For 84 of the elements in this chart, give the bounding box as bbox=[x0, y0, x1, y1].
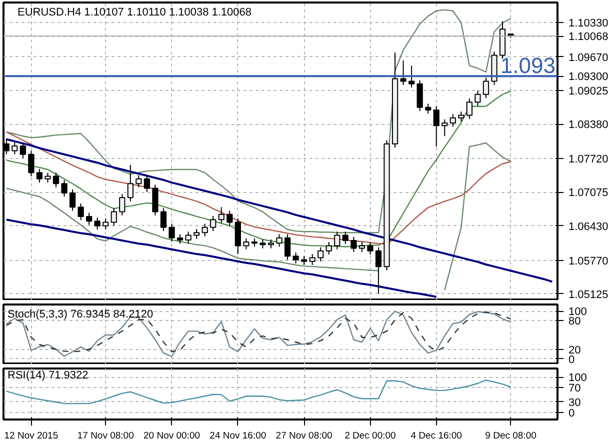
candlestick bbox=[210, 215, 216, 232]
y-tick-label: 1.05125 bbox=[568, 288, 608, 301]
chart-title: RSI(14) 71.9322 bbox=[8, 370, 88, 382]
candlestick bbox=[234, 218, 241, 255]
candlestick bbox=[416, 80, 423, 112]
candlestick bbox=[284, 234, 291, 260]
candlestick bbox=[334, 231, 340, 250]
candlestick bbox=[127, 164, 134, 202]
candlestick bbox=[326, 242, 332, 256]
candlestick bbox=[86, 212, 92, 226]
y-tick-label: 1.10068 bbox=[568, 31, 608, 44]
candlestick bbox=[466, 98, 472, 120]
candlestick bbox=[12, 142, 18, 155]
ref-line-label: 1.093 bbox=[500, 53, 556, 78]
y-tick-label: 1.10330 bbox=[568, 17, 608, 30]
line-series bbox=[5, 218, 438, 298]
candlestick bbox=[69, 188, 76, 212]
candlestick bbox=[78, 202, 84, 221]
y-tick-label: 30 bbox=[568, 396, 581, 409]
chart-title: EURUSD.H4 1.10107 1.10110 1.10038 1.10068 bbox=[18, 6, 252, 18]
y-tick-label: 0 bbox=[568, 407, 575, 420]
y-tick-label: 1.09670 bbox=[568, 52, 608, 64]
x-tick-label: 17 Nov 08:00 bbox=[77, 430, 134, 442]
y-tick-label: 1.09025 bbox=[568, 85, 608, 98]
candlestick bbox=[226, 210, 233, 226]
candlestick bbox=[119, 194, 126, 216]
x-tick-label: 9 Dec 08:00 bbox=[485, 430, 536, 442]
candlestick bbox=[408, 65, 415, 88]
candlestick bbox=[367, 242, 374, 256]
candlestick bbox=[400, 60, 406, 86]
x-tick-label: 4 Dec 16:00 bbox=[410, 430, 462, 442]
candlestick bbox=[61, 179, 68, 198]
candlestick bbox=[102, 218, 109, 230]
y-tick-label: 1.06430 bbox=[568, 220, 608, 233]
candlestick bbox=[185, 231, 192, 244]
x-tick-label: 12 Nov 2015 bbox=[4, 430, 58, 442]
candlestick bbox=[20, 142, 26, 159]
candlestick bbox=[342, 231, 348, 245]
chart-title: Stoch(5,3,3) 76.9345 84.2120 bbox=[8, 308, 154, 320]
y-tick-label: 1.05770 bbox=[568, 255, 608, 268]
candlestick bbox=[309, 254, 316, 266]
candlestick bbox=[94, 217, 100, 230]
candlestick bbox=[292, 252, 299, 264]
candlestick bbox=[202, 223, 208, 237]
x-tick-label: 24 Nov 16:00 bbox=[210, 430, 266, 442]
candlestick bbox=[218, 206, 224, 224]
candlestick bbox=[136, 174, 142, 188]
y-tick-label: 1.09300 bbox=[568, 71, 608, 84]
candlestick bbox=[152, 184, 158, 216]
y-tick-label: 1.07075 bbox=[568, 187, 608, 200]
y-tick-label: 100 bbox=[568, 372, 587, 384]
candlestick bbox=[458, 111, 464, 122]
candlestick bbox=[194, 228, 200, 240]
candlestick bbox=[144, 174, 150, 192]
line-series bbox=[6, 380, 512, 404]
candlestick bbox=[176, 234, 184, 244]
candlestick bbox=[375, 246, 382, 294]
y-tick-label: 20 bbox=[568, 344, 581, 356]
x-tick-label: 27 Nov 08:00 bbox=[276, 430, 332, 442]
x-tick-label: 20 Nov 00:00 bbox=[144, 430, 200, 442]
candlestick bbox=[44, 172, 51, 184]
candlestick bbox=[450, 114, 456, 128]
candlestick bbox=[52, 172, 60, 188]
candlestick bbox=[433, 106, 440, 148]
y-tick-label: 0 bbox=[568, 354, 575, 366]
candlestick bbox=[276, 234, 282, 248]
y-tick-label: 1.07720 bbox=[568, 154, 608, 166]
candlestick bbox=[160, 208, 167, 232]
y-tick-label: 1.08380 bbox=[568, 119, 608, 132]
candlestick bbox=[28, 150, 34, 177]
candlestick bbox=[425, 103, 432, 114]
x-tick-label: 2 Dec 00:00 bbox=[344, 430, 396, 442]
candlestick bbox=[474, 90, 481, 106]
candlestick bbox=[482, 77, 490, 99]
candlestick bbox=[442, 118, 448, 137]
candlestick bbox=[168, 223, 175, 242]
candlestick bbox=[243, 238, 250, 250]
candlestick bbox=[318, 246, 324, 262]
candlestick bbox=[36, 168, 43, 184]
candlestick bbox=[110, 208, 117, 226]
y-tick-label: 70 bbox=[568, 382, 581, 395]
candlestick bbox=[350, 236, 357, 252]
candlestick bbox=[358, 242, 366, 252]
y-tick-label: 80 bbox=[568, 316, 581, 328]
